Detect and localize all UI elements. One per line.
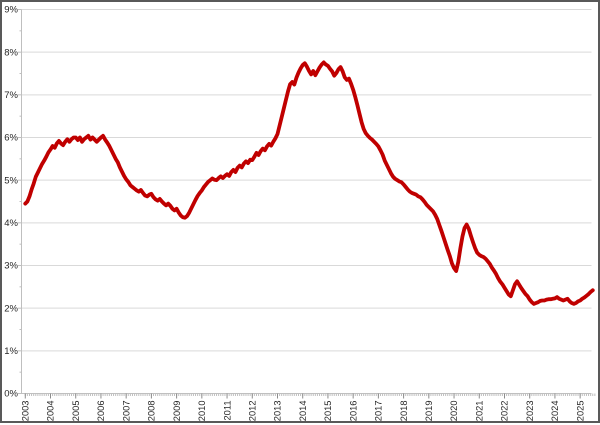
x-tick-label: 2006 (96, 401, 106, 422)
y-tick-label: 3% (4, 261, 18, 272)
x-tick-label: 2011 (222, 401, 232, 421)
x-tick-label: 2004 (46, 401, 56, 422)
y-tick-label: 1% (4, 346, 18, 357)
x-tick-label: 2022 (500, 401, 510, 422)
y-tick-label: 0% (4, 389, 18, 400)
x-tick-label: 2019 (424, 401, 434, 422)
y-tick-label: 2% (4, 303, 18, 314)
x-tick-label: 2008 (147, 401, 157, 422)
x-tick-label: 2024 (550, 401, 560, 422)
x-tick-label: 2013 (273, 401, 283, 422)
y-tick-label: 8% (4, 47, 18, 58)
x-tick-label: 2007 (121, 401, 131, 422)
y-tick-label: 5% (4, 175, 18, 186)
x-tick-label: 2017 (374, 401, 384, 422)
y-tick-label: 6% (4, 133, 18, 144)
x-tick-label: 2015 (323, 401, 333, 422)
x-tick-label: 2003 (20, 401, 30, 422)
x-tick-label: 2012 (247, 401, 257, 422)
x-tick-label: 2025 (575, 401, 585, 422)
x-tick-label: 2005 (71, 401, 81, 422)
x-tick-label: 2014 (298, 401, 308, 422)
x-tick-label: 2010 (197, 401, 207, 422)
x-tick-label: 2009 (172, 401, 182, 422)
series-line-unemployment-rate-percent-monthly (23, 60, 595, 306)
x-tick-label: 2020 (449, 401, 459, 422)
x-tick-label: 2018 (399, 401, 409, 422)
y-tick-label: 4% (4, 218, 18, 229)
y-tick-label: 9% (4, 5, 18, 16)
x-tick-label: 2023 (525, 401, 535, 422)
x-tick-label: 2016 (348, 401, 358, 422)
y-tick-label: 7% (4, 90, 18, 101)
x-tick-label: 2021 (474, 401, 484, 422)
